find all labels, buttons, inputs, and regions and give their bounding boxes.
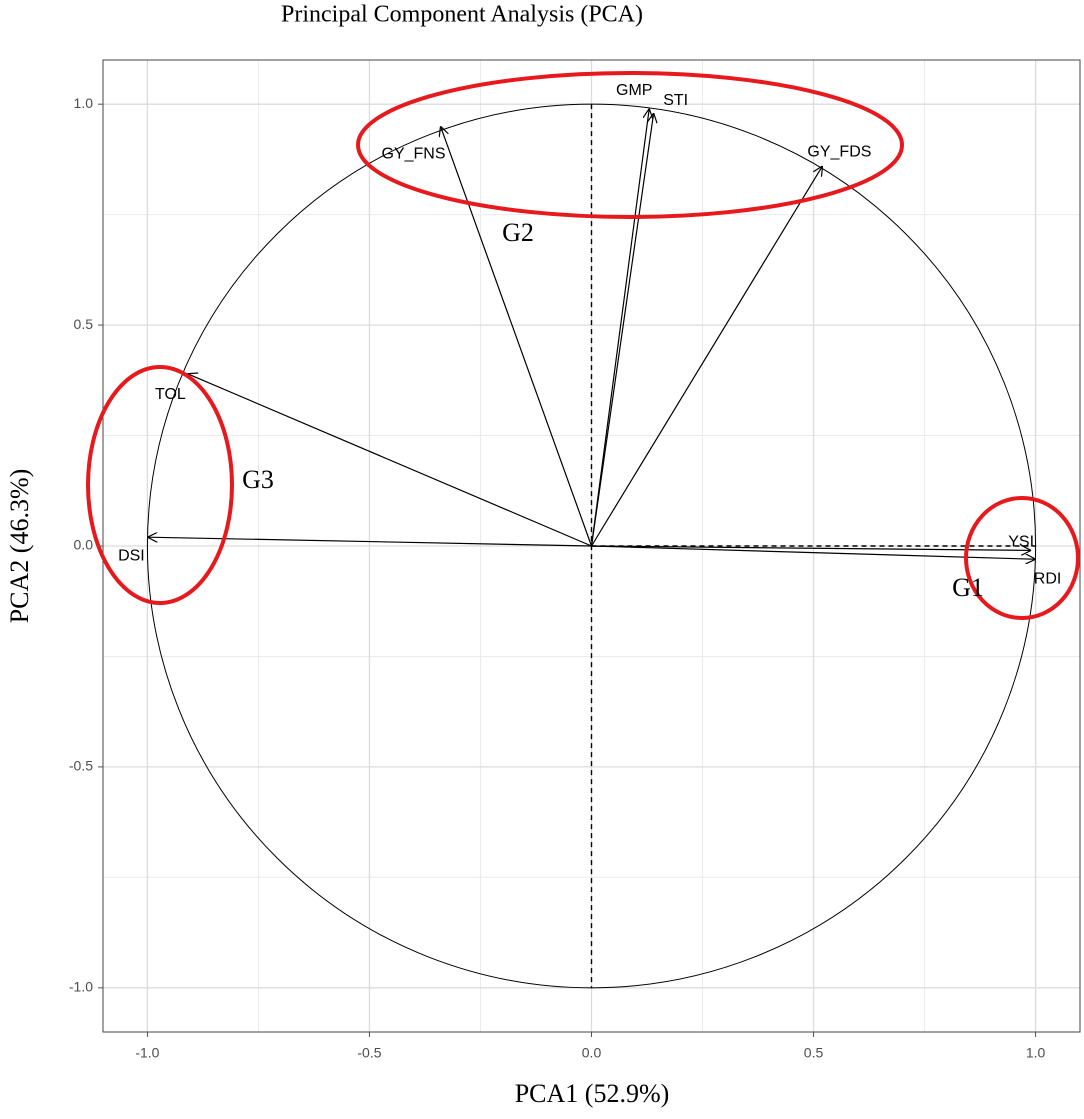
variable-label: YSI bbox=[1008, 534, 1034, 551]
loading-arrow bbox=[187, 374, 592, 547]
loading-arrow bbox=[591, 546, 1032, 550]
y-tick-label: -0.5 bbox=[69, 758, 93, 774]
group-ellipse bbox=[356, 71, 904, 219]
loading-arrow bbox=[591, 545, 1036, 559]
y-tick-label: 0.5 bbox=[74, 316, 94, 332]
variable-label: GY_FNS bbox=[382, 145, 446, 162]
x-tick-label: -1.0 bbox=[135, 1045, 159, 1061]
variable-label: DSI bbox=[118, 547, 145, 564]
y-axis-title: PCA2 (46.3%) bbox=[5, 469, 34, 624]
y-tick-label: -1.0 bbox=[69, 979, 93, 995]
y-tick-label: 1.0 bbox=[74, 95, 94, 111]
x-tick-label: -0.5 bbox=[357, 1045, 381, 1061]
variable-label: TOL bbox=[155, 386, 186, 403]
group-label: G3 bbox=[242, 465, 274, 494]
loading-arrow bbox=[590, 109, 650, 547]
group-label: G1 bbox=[952, 573, 984, 602]
loading-arrow bbox=[441, 126, 593, 547]
loading-arrow bbox=[147, 537, 592, 547]
group-label: G2 bbox=[502, 218, 534, 247]
variable-label: STI bbox=[663, 92, 688, 109]
variable-label: GMP bbox=[616, 82, 652, 99]
group-ellipse bbox=[86, 365, 234, 605]
group-ellipse bbox=[964, 496, 1080, 620]
x-axis-title: PCA1 (52.9%) bbox=[515, 1079, 670, 1108]
chart-title: Principal Component Analysis (PCA) bbox=[281, 2, 643, 28]
y-tick-label: 0.0 bbox=[74, 537, 94, 553]
loading-arrow bbox=[590, 113, 654, 547]
loading-arrow bbox=[590, 166, 823, 547]
variable-label: RDI bbox=[1034, 570, 1062, 587]
x-tick-label: 0.0 bbox=[582, 1045, 602, 1061]
x-tick-label: 1.0 bbox=[1026, 1045, 1046, 1061]
variable-label: GY_FDS bbox=[807, 143, 871, 160]
panel-border bbox=[102, 59, 1081, 1033]
x-tick-label: 0.5 bbox=[804, 1045, 824, 1061]
